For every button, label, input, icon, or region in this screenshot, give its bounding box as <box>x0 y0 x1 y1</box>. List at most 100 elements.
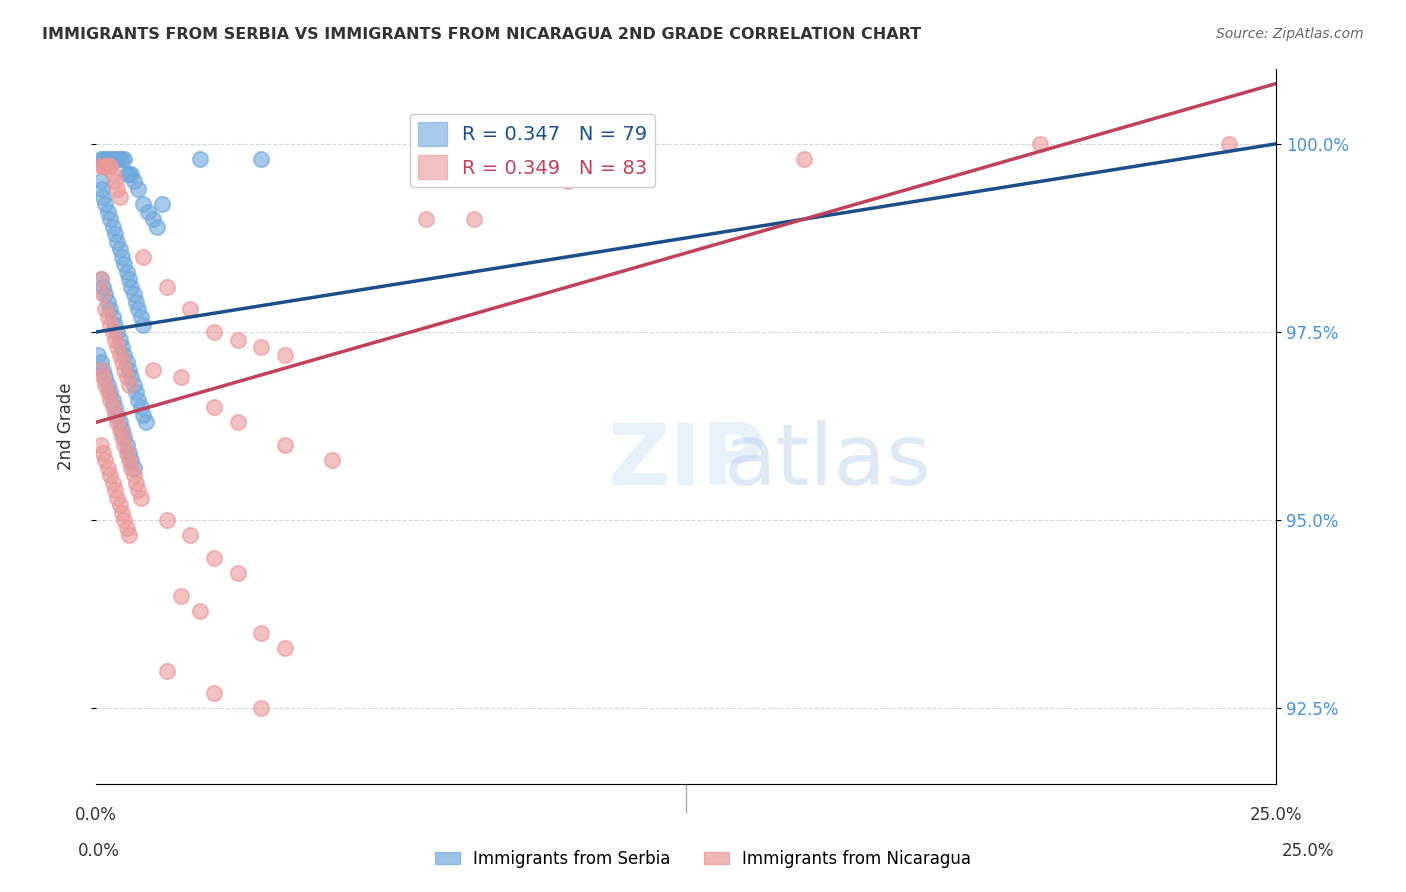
nicaragua <box>98 392 121 407</box>
serbia <box>142 212 165 227</box>
serbia <box>122 174 145 188</box>
Text: 0.0%: 0.0% <box>77 842 120 860</box>
serbia <box>132 197 155 211</box>
nicaragua <box>98 160 121 174</box>
serbia <box>150 197 173 211</box>
serbia <box>188 152 211 166</box>
serbia <box>128 182 150 196</box>
nicaragua <box>97 160 120 174</box>
nicaragua <box>105 416 128 430</box>
serbia <box>94 287 117 301</box>
nicaragua <box>98 468 121 483</box>
serbia <box>105 408 128 422</box>
nicaragua <box>226 333 249 347</box>
nicaragua <box>188 604 211 618</box>
serbia <box>98 302 121 317</box>
nicaragua <box>98 318 121 332</box>
serbia <box>111 152 134 166</box>
serbia <box>112 430 135 444</box>
nicaragua <box>202 550 225 565</box>
nicaragua <box>793 152 815 166</box>
nicaragua <box>112 513 135 527</box>
nicaragua <box>122 468 145 483</box>
nicaragua <box>111 430 134 444</box>
serbia <box>101 310 124 324</box>
serbia <box>136 204 159 219</box>
nicaragua <box>108 423 131 437</box>
serbia <box>118 272 141 286</box>
serbia <box>122 287 145 301</box>
serbia <box>97 204 120 219</box>
serbia <box>108 152 131 166</box>
serbia <box>91 152 114 166</box>
serbia <box>105 152 128 166</box>
serbia <box>104 401 127 415</box>
serbia <box>122 377 145 392</box>
serbia <box>112 348 135 362</box>
serbia <box>108 333 131 347</box>
nicaragua <box>170 370 193 384</box>
serbia <box>97 377 120 392</box>
serbia <box>120 370 142 384</box>
nicaragua <box>104 174 127 188</box>
serbia <box>98 385 121 400</box>
nicaragua <box>226 416 249 430</box>
serbia <box>94 152 117 166</box>
serbia <box>118 362 141 376</box>
nicaragua <box>90 438 112 452</box>
nicaragua <box>125 475 148 490</box>
nicaragua <box>94 453 117 467</box>
serbia <box>120 280 142 294</box>
serbia <box>105 235 128 249</box>
serbia <box>115 355 138 369</box>
nicaragua <box>415 212 437 227</box>
serbia <box>97 294 120 309</box>
nicaragua <box>156 513 179 527</box>
serbia <box>91 362 114 376</box>
Text: 25.0%: 25.0% <box>1250 806 1302 824</box>
serbia <box>108 416 131 430</box>
serbia <box>112 257 135 271</box>
serbia <box>101 219 124 234</box>
nicaragua <box>104 408 127 422</box>
nicaragua <box>128 483 150 497</box>
nicaragua <box>91 445 114 459</box>
nicaragua <box>101 401 124 415</box>
serbia <box>91 189 114 203</box>
serbia <box>111 423 134 437</box>
serbia <box>120 167 142 181</box>
nicaragua <box>1218 136 1240 151</box>
nicaragua <box>118 528 141 542</box>
serbia <box>146 219 169 234</box>
nicaragua <box>108 498 131 512</box>
serbia <box>90 272 112 286</box>
nicaragua <box>250 701 273 715</box>
serbia <box>135 416 157 430</box>
serbia <box>90 182 112 196</box>
nicaragua <box>129 491 152 505</box>
nicaragua <box>115 521 138 535</box>
nicaragua <box>112 362 135 376</box>
serbia <box>125 294 148 309</box>
nicaragua <box>90 362 112 376</box>
serbia <box>94 197 117 211</box>
nicaragua <box>1029 136 1052 151</box>
serbia <box>115 438 138 452</box>
nicaragua <box>274 438 297 452</box>
serbia <box>90 355 112 369</box>
nicaragua <box>557 174 579 188</box>
serbia <box>111 250 134 264</box>
serbia <box>128 392 150 407</box>
serbia <box>90 152 112 166</box>
nicaragua <box>202 401 225 415</box>
nicaragua <box>274 641 297 656</box>
serbia <box>97 152 120 166</box>
nicaragua <box>156 664 179 678</box>
Text: Source: ZipAtlas.com: Source: ZipAtlas.com <box>1216 27 1364 41</box>
nicaragua <box>111 355 134 369</box>
serbia <box>132 408 155 422</box>
serbia <box>132 318 155 332</box>
nicaragua <box>118 453 141 467</box>
nicaragua <box>90 272 112 286</box>
serbia <box>108 242 131 256</box>
